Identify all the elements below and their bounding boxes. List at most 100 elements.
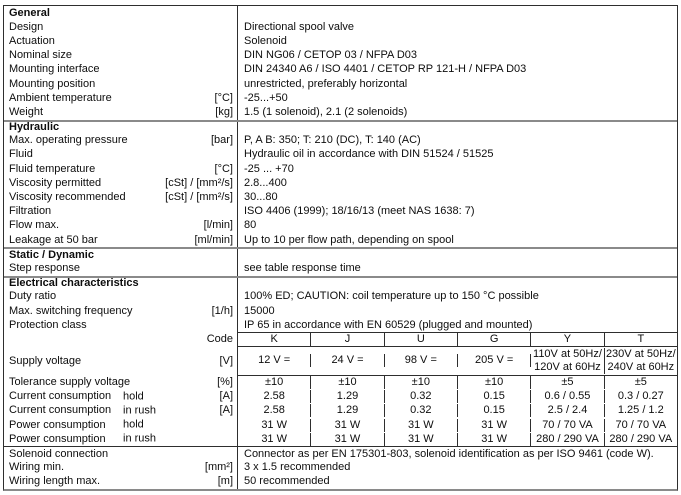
code-value-cell: 205 V = bbox=[458, 354, 532, 367]
row-unit: [A] bbox=[219, 404, 233, 417]
section-empty-cell bbox=[238, 6, 677, 20]
row-label: Design bbox=[9, 20, 44, 33]
row-label: Current consumption bbox=[9, 390, 112, 403]
row-value-cell: P, A B: 350; T: 210 (DC), T: 140 (AC) bbox=[238, 134, 677, 148]
row-value: 100% ED; CAUTION: coil temperature up to… bbox=[244, 290, 539, 303]
row-value-cell: 80 bbox=[238, 219, 677, 233]
table-row-max-operating-pressure: Max. operating pressure [bar] P, A B: 350… bbox=[4, 133, 677, 148]
row-value-cell: 1.5 (1 solenoid), 2.1 (2 solenoids) bbox=[238, 105, 677, 119]
row-value: -25 ... +70 bbox=[244, 162, 294, 175]
code-value-cell: 1.29 bbox=[311, 390, 385, 404]
row-label-cell: Current consumption in rush [A] bbox=[4, 403, 238, 419]
row-label-cell: Current consumption hold [A] bbox=[4, 389, 238, 404]
row-label-cell: Supply voltage [V] bbox=[4, 346, 238, 376]
row-value: IP 65 in accordance with EN 60529 (plugg… bbox=[244, 318, 533, 331]
row-value: 1.5 (1 solenoid), 2.1 (2 solenoids) bbox=[244, 105, 408, 118]
row-label: Mounting position bbox=[9, 77, 96, 90]
code-value-cell: 98 V = bbox=[385, 354, 458, 367]
row-label-cell: Ambient temperature [°C] bbox=[4, 91, 238, 106]
row-label: Wiring length max. bbox=[9, 475, 101, 488]
row-label: Filtration bbox=[9, 205, 52, 218]
row-value: Solenoid bbox=[244, 34, 287, 47]
row-label: Max. operating pressure bbox=[9, 134, 128, 147]
row-label-cell: Fluid bbox=[4, 147, 238, 163]
table-row-power-consumption-inrush: Power consumption in rush 31 W 31 W 31 W … bbox=[4, 432, 677, 447]
table-row-supply-voltage: Supply voltage [V] 12 V = 24 V = 98 V = 2… bbox=[4, 346, 677, 376]
row-label: Leakage at 50 bar bbox=[9, 233, 98, 246]
code-column-header: J bbox=[311, 333, 385, 346]
table-row-protection-class: Protection class IP 65 in accordance wit… bbox=[4, 318, 677, 333]
row-unit: [ml/min] bbox=[194, 233, 234, 246]
row-unit: [V] bbox=[219, 354, 233, 367]
row-label: Viscosity recommended bbox=[9, 191, 126, 204]
row-label: Solenoid connection bbox=[9, 447, 109, 460]
row-value-cell: unrestricted, preferably horizontal bbox=[238, 77, 677, 91]
row-value-cell: -25 ... +70 bbox=[238, 162, 677, 176]
row-label: Weight bbox=[9, 105, 44, 118]
row-label-cell: Step response bbox=[4, 261, 238, 276]
row-label: Tolerance supply voltage bbox=[9, 376, 131, 389]
row-value: Connector as per EN 175301-803, solenoid… bbox=[244, 447, 654, 460]
row-label-cell: Fluid temperature [°C] bbox=[4, 162, 238, 177]
row-value-cell: ISO 4406 (1999); 18/16/13 (meet NAS 1638… bbox=[238, 205, 677, 219]
table-row-power-consumption-hold: Power consumption hold 31 W 31 W 31 W 31 … bbox=[4, 418, 677, 433]
row-value-cells: 31 W 31 W 31 W 31 W 70 / 70 VA 70 / 70 V… bbox=[238, 418, 677, 432]
row-value-cell: 30...80 bbox=[238, 190, 677, 204]
row-unit: [°C] bbox=[214, 162, 233, 175]
row-value: P, A B: 350; T: 210 (DC), T: 140 (AC) bbox=[244, 134, 421, 147]
table-row-max-switching-frequency: Max. switching frequency [1/h] 15000 bbox=[4, 303, 677, 319]
row-label-cell: Max. operating pressure [bar] bbox=[4, 133, 238, 148]
row-label: Wiring min. bbox=[9, 461, 65, 474]
section-title-cell: Hydraulic bbox=[4, 121, 238, 134]
table-row-tolerance-supply-voltage: Tolerance supply voltage [%] ±10 ±10 ±10 … bbox=[4, 375, 677, 390]
row-label: Power consumption bbox=[9, 432, 106, 445]
table-row-solenoid-connection: Solenoid connection Connector as per EN … bbox=[4, 446, 677, 461]
table-row-current-consumption-hold: Current consumption hold [A] 2.58 1.29 0.3… bbox=[4, 389, 677, 404]
code-value-cell: 31 W bbox=[458, 432, 532, 446]
row-value-cells: ±10 ±10 ±10 ±10 ±5 ±5 bbox=[238, 376, 677, 390]
section-empty-cell bbox=[238, 278, 677, 290]
code-value-cell: 31 W bbox=[238, 418, 312, 432]
row-unit: [A] bbox=[219, 390, 233, 403]
section-title-cell: Static / Dynamic bbox=[4, 249, 238, 262]
row-label-cell: Flow max. [l/min] bbox=[4, 218, 238, 233]
row-unit: [cSt] / [mm²/s] bbox=[165, 176, 233, 189]
code-value-cell: ±10 bbox=[458, 376, 532, 390]
table-row-mounting-position: Mounting position unrestricted, preferab… bbox=[4, 76, 677, 92]
section-empty-cell bbox=[238, 249, 677, 261]
row-value-cell: DIN NG06 / CETOP 03 / NFPA D03 bbox=[238, 49, 677, 63]
table-row-ambient-temperature: Ambient temperature [°C] -25...+50 bbox=[4, 91, 677, 106]
code-value-cell: 0.6 / 0.55 bbox=[531, 390, 605, 404]
row-label-cell: Viscosity recommended [cSt] / [mm²/s] bbox=[4, 190, 238, 205]
code-column-header: Y bbox=[531, 333, 605, 346]
row-label: Max. switching frequency bbox=[9, 304, 133, 317]
table-row-leakage: Leakage at 50 bar [ml/min] Up to 10 per f… bbox=[4, 233, 677, 248]
row-value-cell: IP 65 in accordance with EN 60529 (plugg… bbox=[238, 318, 677, 332]
code-value-cell: ±10 bbox=[238, 376, 312, 390]
row-label-cell: Power consumption in rush bbox=[4, 432, 238, 447]
table-row-fluid: Fluid Hydraulic oil in accordance with D… bbox=[4, 147, 677, 163]
row-value-cell: Directional spool valve bbox=[238, 20, 677, 34]
row-label-cell: Filtration bbox=[4, 204, 238, 219]
code-value-cell: 0.15 bbox=[458, 390, 532, 404]
code-value-cell: 1.29 bbox=[311, 404, 385, 418]
code-value-cell: 230V at 50Hz/ 240V at 60Hz bbox=[605, 347, 676, 373]
row-value-cells: 31 W 31 W 31 W 31 W 280 / 290 VA 280 / 2… bbox=[238, 432, 677, 446]
row-label-cell: Leakage at 50 bar [ml/min] bbox=[4, 233, 238, 248]
row-label: Viscosity permitted bbox=[9, 176, 102, 189]
row-label-cell: Wiring min. [mm²] bbox=[4, 460, 238, 475]
section-title-cell: General bbox=[4, 6, 238, 21]
code-label: Code bbox=[206, 332, 233, 345]
row-label: Actuation bbox=[9, 34, 55, 47]
code-value-cell: 2.5 / 2.4 bbox=[531, 404, 605, 418]
code-column-header: K bbox=[238, 333, 312, 346]
row-label: Power consumption bbox=[9, 418, 106, 431]
row-unit: [mm²] bbox=[204, 461, 233, 474]
code-value-cell: 31 W bbox=[238, 432, 312, 446]
row-label: Protection class bbox=[9, 318, 87, 331]
table-row-duty-ratio: Duty ratio 100% ED; CAUTION: coil temper… bbox=[4, 289, 677, 304]
code-value-cell: 31 W bbox=[385, 418, 458, 432]
row-value-cells: 12 V = 24 V = 98 V = 205 V = 110V at 50H… bbox=[238, 347, 677, 376]
row-value-cell: -25...+50 bbox=[238, 91, 677, 105]
code-value-cell: 0.15 bbox=[458, 404, 532, 418]
